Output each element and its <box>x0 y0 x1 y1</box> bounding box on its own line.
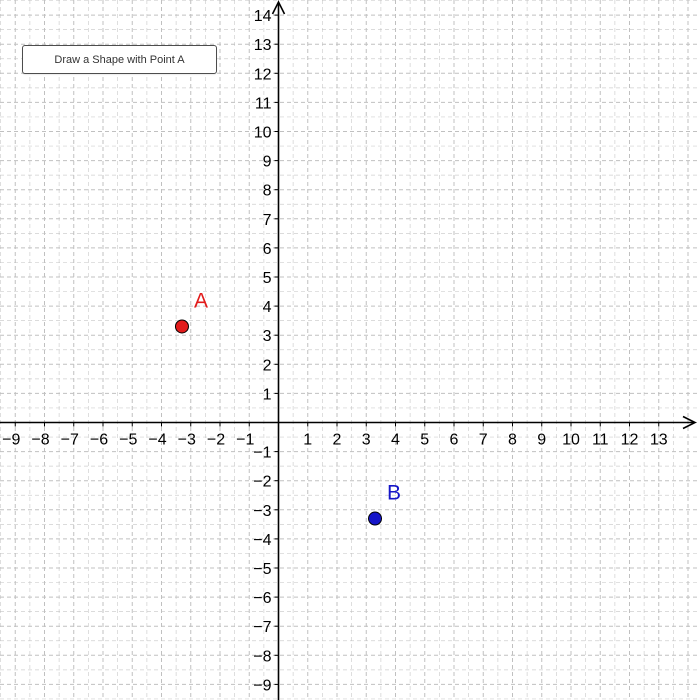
y-tick-label: −9 <box>253 677 271 694</box>
y-tick-label: 8 <box>263 183 272 200</box>
x-tick-label: 13 <box>650 432 668 449</box>
y-tick-label: −5 <box>253 561 271 578</box>
x-tick-label: −2 <box>207 432 225 449</box>
point-b-label: B <box>387 482 401 505</box>
x-tick-label: 6 <box>450 432 459 449</box>
y-tick-label: 14 <box>254 8 272 25</box>
x-tick-label: −6 <box>90 432 108 449</box>
y-axis-arrow-icon <box>271 0 286 15</box>
x-tick-label: 1 <box>303 432 312 449</box>
y-tick-label: −7 <box>253 619 271 636</box>
x-tick-label: −1 <box>236 432 254 449</box>
x-axis-arrow-icon <box>682 415 697 430</box>
y-tick-label: 4 <box>263 299 272 316</box>
y-tick-label: 13 <box>254 37 272 54</box>
y-tick-label: −4 <box>253 532 271 549</box>
draw-shape-button[interactable]: Draw a Shape with Point A <box>22 45 217 74</box>
y-tick-label: 7 <box>263 212 272 229</box>
tick-labels: −9 −8 −7 −6 −5 −4 −3 −2 −1 1 2 3 4 5 6 7 8 9 10 11 12 13−9−8−… <box>2 8 668 694</box>
y-tick-label: 5 <box>263 270 272 287</box>
point-a-label: A <box>194 289 208 312</box>
x-tick-label: 2 <box>333 432 342 449</box>
points[interactable]: AB <box>174 289 401 526</box>
x-tick-label: 5 <box>420 432 429 449</box>
x-tick-label: 8 <box>508 432 517 449</box>
x-tick-label: 10 <box>562 432 580 449</box>
x-tick-label: 7 <box>479 432 488 449</box>
y-tick-label: 3 <box>263 328 272 345</box>
x-tick-label: −9 <box>2 432 20 449</box>
y-tick-label: 12 <box>254 66 272 83</box>
y-tick-label: −3 <box>253 503 271 520</box>
x-tick-label: 12 <box>621 432 639 449</box>
y-tick-label: 1 <box>263 386 272 403</box>
x-tick-label: 4 <box>391 432 400 449</box>
y-tick-label: −8 <box>253 648 271 665</box>
y-tick-label: 2 <box>263 357 272 374</box>
point-b[interactable] <box>368 511 383 526</box>
x-tick-label: −7 <box>61 432 79 449</box>
x-tick-label: −8 <box>31 432 49 449</box>
y-tick-label: 10 <box>254 125 272 142</box>
y-tick-label: −1 <box>253 445 271 462</box>
x-tick-label: −5 <box>119 432 137 449</box>
y-tick-label: −6 <box>253 590 271 607</box>
y-tick-label: −2 <box>253 474 271 491</box>
x-tick-label: −3 <box>178 432 196 449</box>
x-tick-label: 11 <box>592 432 609 449</box>
point-a[interactable] <box>174 319 189 334</box>
y-tick-label: 11 <box>255 95 272 112</box>
x-tick-label: 9 <box>537 432 546 449</box>
x-tick-label: 3 <box>362 432 371 449</box>
y-tick-label: 6 <box>263 241 272 258</box>
y-tick-label: 9 <box>263 154 272 171</box>
x-tick-label: −4 <box>148 432 166 449</box>
